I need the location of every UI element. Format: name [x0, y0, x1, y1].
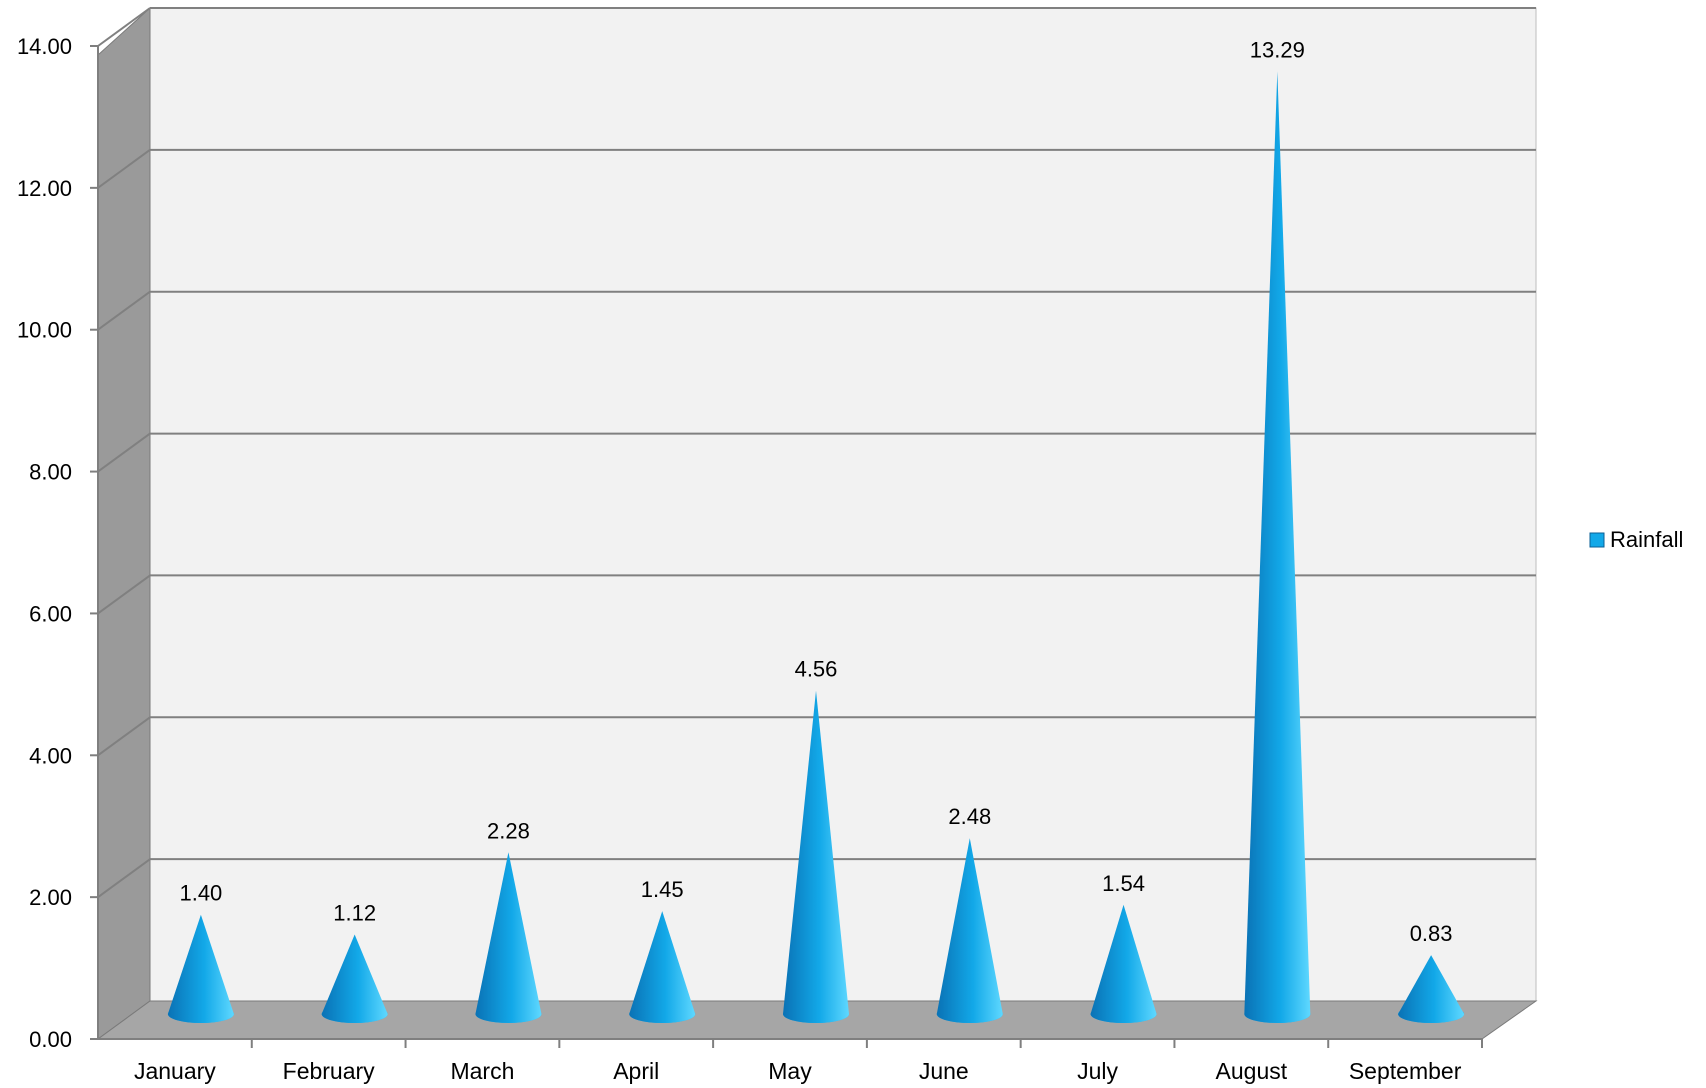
chart-walls — [96, 6, 1538, 1040]
gridline-side — [97, 432, 151, 473]
cone-january — [167, 914, 234, 1023]
cone-body — [783, 690, 849, 1023]
legend: Rainfall — [1589, 527, 1683, 552]
y-tick-label: 0.00 — [29, 1027, 72, 1052]
y-tick-label: 6.00 — [29, 601, 72, 626]
data-label: 4.56 — [795, 657, 838, 682]
cone-body — [1090, 904, 1157, 1023]
x-category-label: April — [613, 1058, 659, 1084]
x-category-label: May — [768, 1058, 812, 1084]
y-tick-label: 4.00 — [29, 743, 72, 768]
gridline-side — [97, 290, 151, 331]
gridline-side — [97, 716, 151, 757]
cone-series — [167, 71, 1465, 1024]
cone-body — [475, 852, 542, 1023]
data-label: 1.40 — [179, 881, 222, 906]
x-category-label: March — [450, 1058, 514, 1084]
x-category-label: February — [283, 1058, 376, 1084]
axes — [90, 45, 1483, 1048]
legend-swatch — [1589, 532, 1605, 548]
cone-body — [629, 911, 696, 1023]
cone-september — [1398, 955, 1465, 1023]
x-category-label: July — [1077, 1058, 1118, 1084]
x-category-label: September — [1349, 1058, 1462, 1084]
gridline-side — [97, 7, 151, 47]
gridline-side — [97, 858, 151, 898]
data-label: 13.29 — [1250, 37, 1305, 62]
gridline-side — [97, 574, 151, 615]
x-category-label: August — [1216, 1058, 1288, 1084]
cone-body — [321, 934, 388, 1023]
gridlines — [97, 7, 1536, 898]
labels: 0.00 2.00 4.00 6.00 8.00 10.00 12.00 14.00 Janua… — [17, 34, 1462, 1084]
cone-body — [1398, 955, 1465, 1023]
data-label: 1.45 — [641, 877, 684, 902]
cone-body — [1244, 71, 1311, 1024]
data-label: 2.48 — [948, 804, 991, 829]
y-tick-label: 10.00 — [17, 318, 72, 343]
x-category-label: January — [134, 1058, 216, 1084]
cone-may — [783, 690, 849, 1023]
x-category-label: June — [919, 1058, 969, 1084]
cone-june — [936, 838, 1003, 1023]
side-wall — [97, 6, 151, 1040]
y-tick-label: 8.00 — [29, 460, 72, 485]
gridline-side — [97, 149, 151, 189]
y-tick-label: 12.00 — [17, 176, 72, 201]
cone-february — [321, 934, 388, 1023]
data-label: 0.83 — [1410, 921, 1453, 946]
data-label: 1.12 — [333, 901, 376, 926]
legend-label: Rainfall — [1610, 527, 1683, 552]
data-label: 2.28 — [487, 818, 530, 843]
cone-april — [629, 911, 696, 1023]
data-label: 1.54 — [1102, 871, 1145, 896]
cone-march — [475, 852, 542, 1023]
cone-july — [1090, 904, 1157, 1023]
y-tick-label: 14.00 — [17, 34, 72, 59]
cone-body — [936, 838, 1003, 1023]
cone-body — [167, 914, 234, 1023]
cone-august — [1244, 71, 1311, 1024]
back-wall — [149, 7, 1537, 1002]
y-tick-label: 2.00 — [29, 885, 72, 910]
